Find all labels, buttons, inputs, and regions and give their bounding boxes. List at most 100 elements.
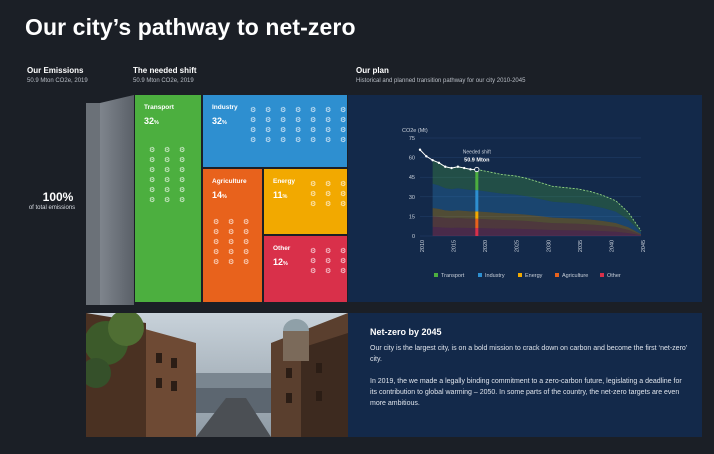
city-street-image <box>86 313 348 437</box>
sector-icon: ⚙ <box>164 147 171 154</box>
area-other <box>432 226 641 236</box>
sector-icon: ⚙ <box>280 127 287 134</box>
industry-icon-grid: ⚙ ⚙ ⚙ ⚙ ⚙ ⚙ ⚙ ⚙ ⚙ ⚙ ⚙ ⚙ ⚙ ⚙ ⚙ ⚙ ⚙ ⚙ ⚙ ⚙ ⚙ ⚙ ⚙ ⚙ ⚙ ⚙ ⚙ ⚙ <box>250 107 348 144</box>
sector-icon: ⚙ <box>213 229 220 236</box>
sector-tile-other[interactable]: Other 12% ⚙ ⚙ ⚙ ⚙ ⚙ ⚙ ⚙ ⚙ ⚙ <box>264 236 347 302</box>
needed-shift-segment <box>475 168 479 191</box>
y-tick-label: 75 <box>409 136 415 142</box>
legend-label: Industry <box>485 273 505 279</box>
y-tick-label: 60 <box>409 156 415 162</box>
x-tick-label: 2025 <box>515 240 521 252</box>
legend-swatch <box>434 273 438 277</box>
sector-icon: ⚙ <box>340 258 347 265</box>
sector-icon: ⚙ <box>265 127 272 134</box>
sector-icon: ⚙ <box>325 248 332 255</box>
sector-icon: ⚙ <box>149 157 156 164</box>
sector-icon: ⚙ <box>250 137 257 144</box>
sector-icon: ⚙ <box>295 137 302 144</box>
annotation-value: 50.9 Mton <box>464 157 490 163</box>
sector-icon: ⚙ <box>325 201 332 208</box>
sector-icon: ⚙ <box>265 107 272 114</box>
sector-icon: ⚙ <box>149 187 156 194</box>
sector-icon: ⚙ <box>213 239 220 246</box>
emissions-sub: 50.9 Mton CO2e, 2019 <box>27 78 88 84</box>
sector-tile-industry[interactable]: Industry 32% ⚙ ⚙ ⚙ ⚙ ⚙ ⚙ ⚙ ⚙ ⚙ ⚙ ⚙ ⚙ ⚙ ⚙ ⚙ ⚙ ⚙ ⚙ ⚙ ⚙ ⚙ ⚙ ⚙ ⚙ ⚙ ⚙ ⚙… <box>203 95 347 167</box>
sector-icon: ⚙ <box>179 187 186 194</box>
total-percent: 100% <box>42 190 74 204</box>
sector-icon: ⚙ <box>325 137 332 144</box>
sector-tile-agriculture[interactable]: Agriculture 14% ⚙ ⚙ ⚙ ⚙ ⚙ ⚙ ⚙ ⚙ ⚙ ⚙ ⚙ ⚙ ⚙ ⚙ ⚙ <box>203 169 262 302</box>
sector-icon: ⚙ <box>340 191 347 198</box>
legend-label: Transport <box>441 273 465 279</box>
transport-icon-grid: ⚙ ⚙ ⚙ ⚙ ⚙ ⚙ ⚙ ⚙ ⚙ ⚙ ⚙ ⚙ ⚙ ⚙ ⚙ ⚙ ⚙ ⚙ <box>149 147 187 204</box>
sector-icon: ⚙ <box>250 107 257 114</box>
sector-icon: ⚙ <box>164 177 171 184</box>
sector-tile-energy[interactable]: Energy 11% ⚙ ⚙ ⚙ ⚙ ⚙ ⚙ ⚙ ⚙ ⚙ <box>264 169 347 234</box>
sector-icon: ⚙ <box>228 259 235 266</box>
sector-icon: ⚙ <box>243 219 250 226</box>
sector-icon: ⚙ <box>179 197 186 204</box>
x-tick-label: 2045 <box>641 240 647 252</box>
story-paragraph-1: Our city is the largest city, is on a bo… <box>370 345 688 363</box>
sector-icon: ⚙ <box>179 147 186 154</box>
needed-shift-point <box>474 166 480 173</box>
needed-shift-segment <box>475 228 479 236</box>
sector-icon: ⚙ <box>179 157 186 164</box>
sector-tile-transport[interactable]: Transport 32% ⚙ ⚙ ⚙ ⚙ ⚙ ⚙ ⚙ ⚙ ⚙ ⚙ ⚙ ⚙ ⚙ ⚙ ⚙ ⚙ ⚙ ⚙ <box>135 95 201 302</box>
y-tick-label: 30 <box>409 195 415 201</box>
sector-icon: ⚙ <box>325 191 332 198</box>
other-icon-grid: ⚙ ⚙ ⚙ ⚙ ⚙ ⚙ ⚙ ⚙ ⚙ <box>310 248 348 275</box>
shift-heading: The needed shift <box>133 66 197 75</box>
legend-label: Energy <box>525 273 543 279</box>
sector-icon: ⚙ <box>295 127 302 134</box>
sector-icon: ⚙ <box>149 147 156 154</box>
sector-icon: ⚙ <box>228 229 235 236</box>
emissions-heading: Our Emissions <box>27 66 84 75</box>
x-tick-label: 2035 <box>578 240 584 252</box>
sector-icon: ⚙ <box>265 137 272 144</box>
sector-name: Agriculture <box>212 178 247 185</box>
sector-icon: ⚙ <box>228 239 235 246</box>
sector-icon: ⚙ <box>228 249 235 256</box>
sector-name: Industry <box>212 104 238 111</box>
y-tick-label: 15 <box>409 214 415 220</box>
sector-icon: ⚙ <box>243 229 250 236</box>
sector-icon: ⚙ <box>340 248 347 255</box>
y-axis-label: CO2e (Mt) <box>402 128 428 134</box>
sector-icon: ⚙ <box>213 249 220 256</box>
historical-point <box>463 166 466 170</box>
needed-shift-segment <box>475 218 479 229</box>
sector-icon: ⚙ <box>179 167 186 174</box>
city-photo <box>86 313 348 437</box>
sector-icon: ⚙ <box>340 201 347 208</box>
historical-point <box>431 159 434 162</box>
sector-icon: ⚙ <box>250 117 257 124</box>
story-heading: Net-zero by 2045 <box>370 327 442 337</box>
x-tick-label: 2030 <box>546 240 552 252</box>
sector-icon: ⚙ <box>228 219 235 226</box>
sector-icon: ⚙ <box>340 268 347 275</box>
historical-point <box>418 148 422 151</box>
sector-icon: ⚙ <box>310 258 317 265</box>
sector-icon: ⚙ <box>149 197 156 204</box>
area-transport <box>432 159 641 233</box>
x-tick-label: 2040 <box>609 240 615 252</box>
historical-line <box>419 149 477 170</box>
sector-icon: ⚙ <box>164 157 171 164</box>
sector-name: Transport <box>144 104 174 111</box>
sector-icon: ⚙ <box>325 268 332 275</box>
plan-heading: Our plan <box>356 66 389 75</box>
sector-icon: ⚙ <box>213 219 220 226</box>
sector-icon: ⚙ <box>340 117 347 124</box>
story-paragraph-2: In 2019, the we made a legally binding c… <box>370 378 682 407</box>
sector-icon: ⚙ <box>325 117 332 124</box>
sector-icon: ⚙ <box>295 107 302 114</box>
sector-icon: ⚙ <box>280 117 287 124</box>
sector-icon: ⚙ <box>243 249 250 256</box>
historical-point <box>469 168 472 171</box>
sector-icon: ⚙ <box>310 268 317 275</box>
historical-point <box>437 161 441 165</box>
x-tick-label: 2020 <box>483 240 489 252</box>
historical-point <box>444 165 447 168</box>
sector-icon: ⚙ <box>340 181 347 188</box>
